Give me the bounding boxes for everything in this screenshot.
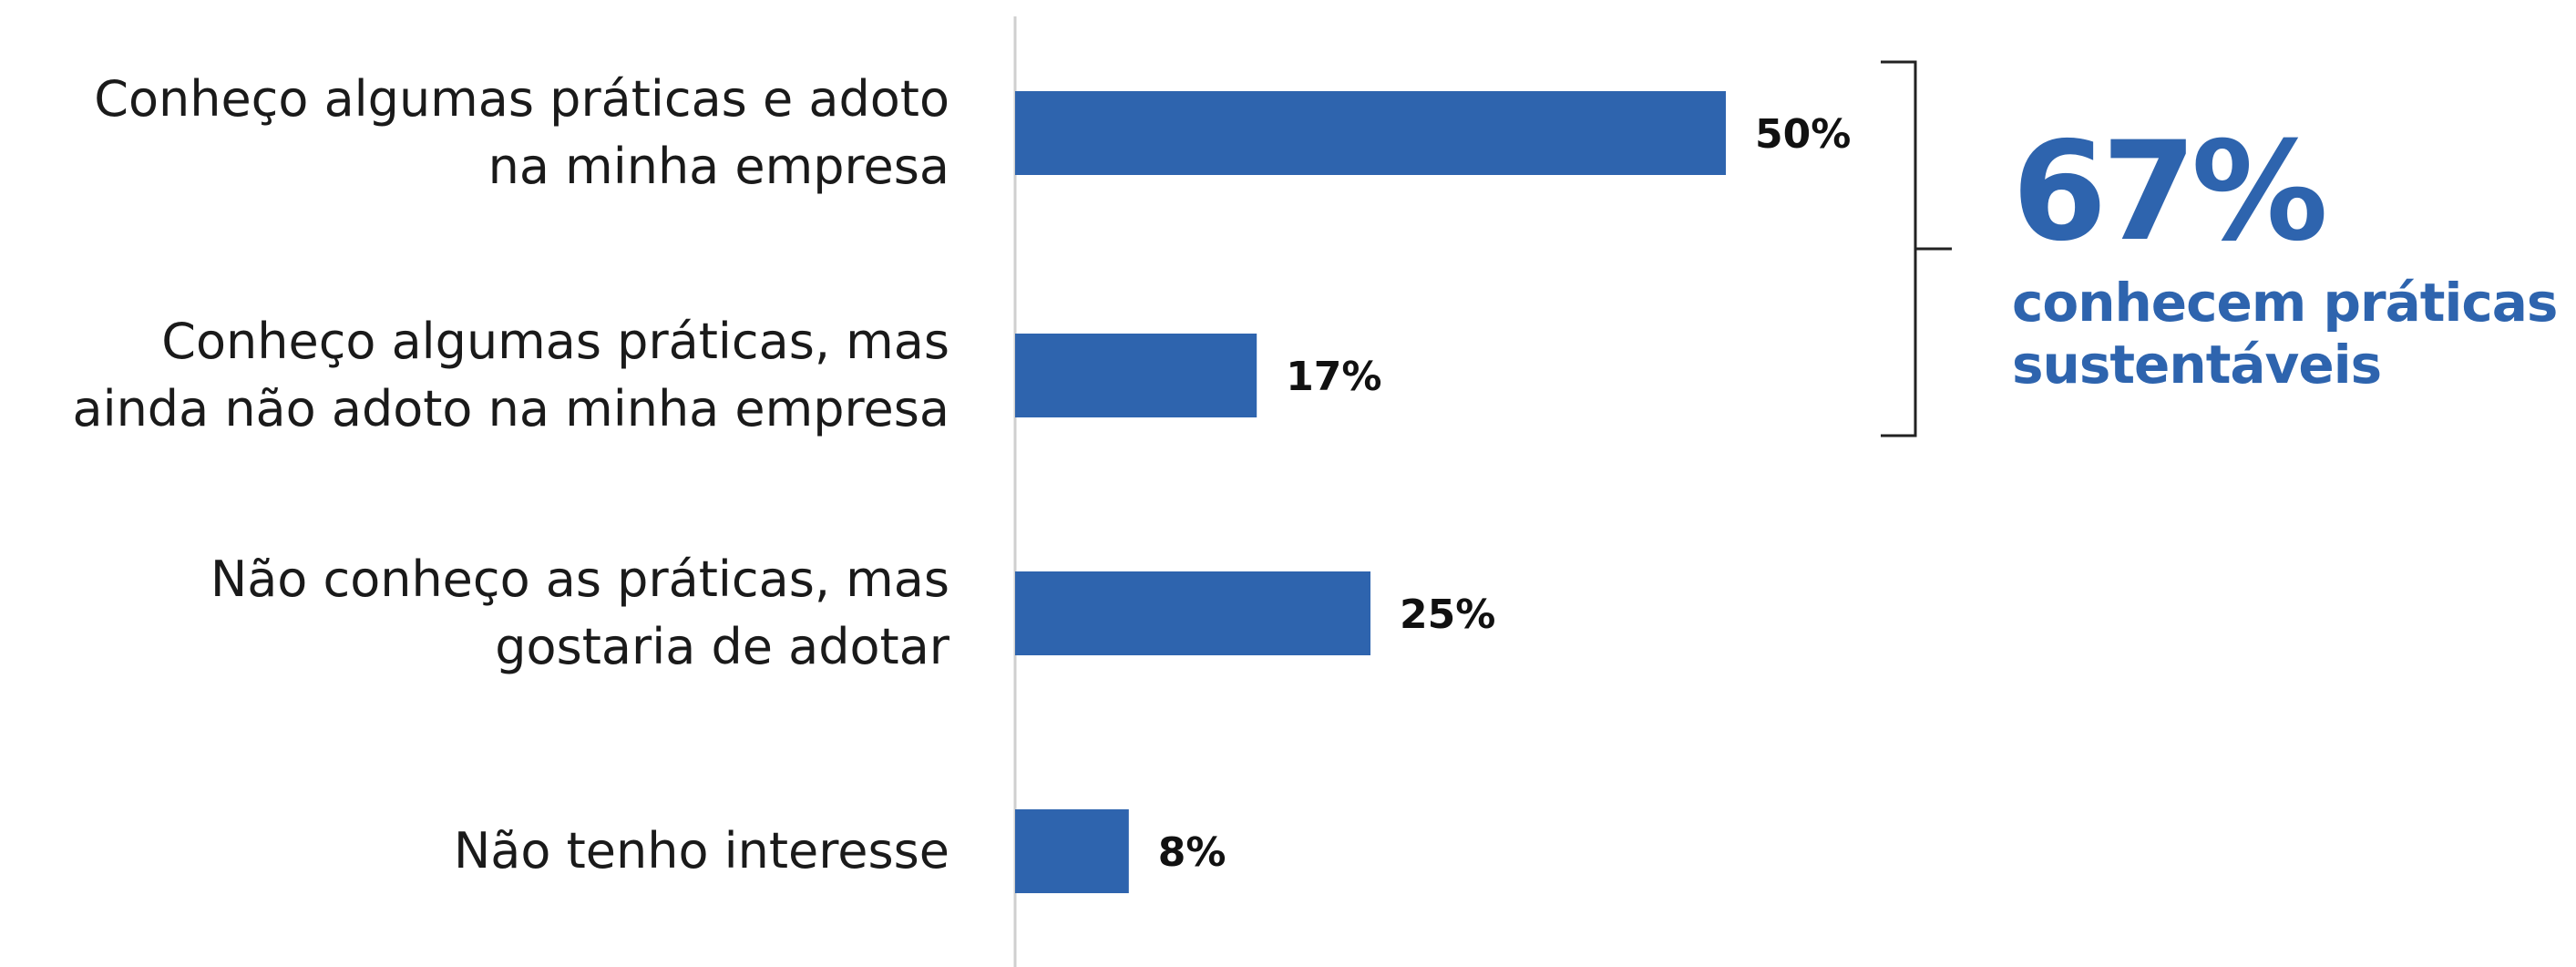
- value-label-4: 8%: [1158, 829, 1226, 876]
- category-label-3-line-1: Não conheço as práticas, mas: [210, 550, 949, 608]
- value-label-1: 50%: [1755, 111, 1851, 158]
- annotation-text-line-1: conhecem práticas: [2012, 272, 2557, 334]
- annotation-bracket: [1881, 60, 1952, 437]
- bar-3: [1015, 571, 1370, 655]
- category-label-1-line-2: na minha empresa: [488, 138, 949, 195]
- bar-1: [1015, 91, 1726, 175]
- category-label-1-line-1: Conheço algumas práticas e adoto: [94, 70, 949, 128]
- bar-2: [1015, 334, 1257, 417]
- category-label-2-line-2: ainda não adoto na minha empresa: [72, 380, 949, 437]
- bars-group: [1015, 91, 1726, 893]
- category-label-3-line-2: gostaria de adotar: [495, 618, 950, 675]
- value-label-3: 25%: [1400, 592, 1495, 638]
- bar-4: [1015, 809, 1129, 893]
- category-label-4-line-1: Não tenho interesse: [454, 822, 949, 880]
- category-labels-group: Conheço algumas práticas e adoto na minha…: [72, 70, 949, 880]
- annotation-percentage: 67%: [2012, 113, 2325, 272]
- value-labels-group: 50% 17% 25% 8%: [1158, 111, 1852, 876]
- category-label-2-line-1: Conheço algumas práticas, mas: [161, 313, 949, 370]
- annotation-group: 67% conhecem práticas sustentáveis: [1881, 60, 2558, 437]
- value-label-2: 17%: [1286, 354, 1381, 400]
- annotation-text-line-2: sustentáveis: [2012, 334, 2381, 396]
